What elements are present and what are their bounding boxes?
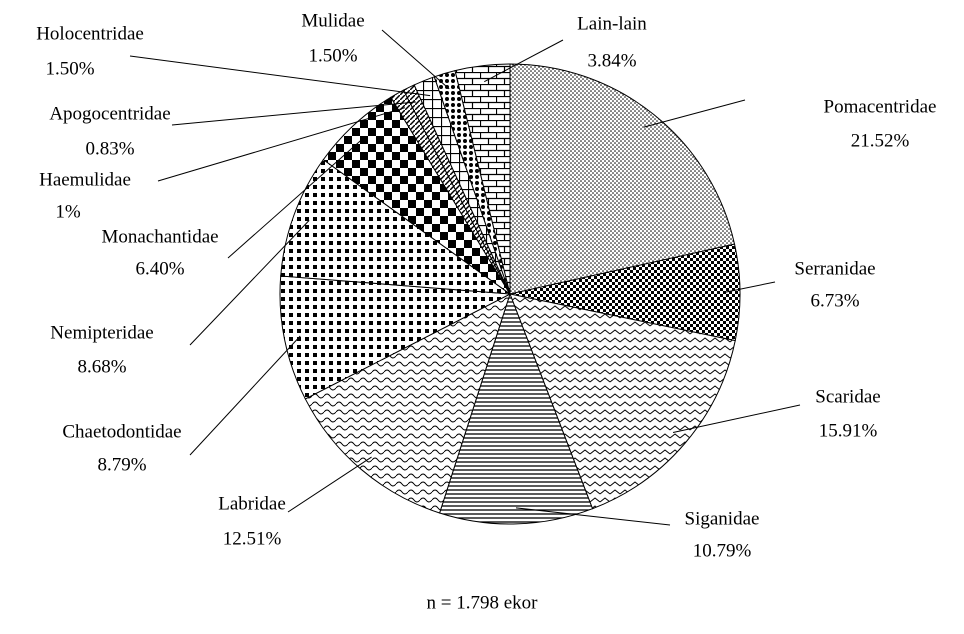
slice-label: Serranidae — [794, 258, 875, 279]
leader-line — [157, 107, 406, 182]
value-label: 1% — [55, 201, 81, 222]
value-label: 21.52% — [851, 130, 910, 151]
pie-slice — [509, 63, 736, 295]
leader-line — [723, 281, 776, 293]
value-label: 3.84% — [587, 50, 636, 71]
leader-line — [171, 101, 416, 126]
pie-slice — [438, 292, 594, 525]
slice-label: Holocentridae — [36, 23, 144, 44]
value-label: 8.68% — [77, 356, 126, 377]
leader-line — [189, 220, 310, 346]
leader-line — [129, 55, 431, 97]
leader-line — [484, 39, 564, 83]
pie-slice — [454, 63, 511, 295]
leader-line — [287, 456, 372, 513]
pie-slice — [280, 158, 512, 295]
note: n = 1.798 ekor — [427, 592, 539, 613]
slice-label: Haemulidae — [39, 169, 131, 190]
slice-label: Labridae — [218, 493, 286, 514]
value-label: 6.40% — [135, 258, 184, 279]
slice-label: Chaetodontidae — [62, 421, 181, 442]
pie-slice — [509, 293, 736, 510]
leader-line — [189, 335, 301, 456]
value-label: 15.91% — [819, 420, 878, 441]
leader-line — [515, 507, 671, 526]
value-label: 10.79% — [693, 540, 752, 561]
value-label: 0.83% — [85, 138, 134, 159]
slice-label: Nemipteridae — [50, 322, 153, 343]
value-label: 1.50% — [308, 45, 357, 66]
slice-label: Lain-lain — [577, 13, 647, 34]
slice-label: Scaridae — [815, 386, 880, 407]
leader-line — [227, 136, 366, 259]
value-label: 8.79% — [97, 454, 146, 475]
value-label: 6.73% — [810, 290, 859, 311]
leader-line — [643, 99, 746, 128]
pie-slice — [279, 275, 512, 400]
slice-label: Pomacentridae — [824, 96, 937, 117]
value-label: 1.50% — [45, 58, 94, 79]
slice-label: Monachantidae — [101, 226, 218, 247]
slice-label: Mulidae — [301, 10, 364, 31]
leader-line — [672, 404, 801, 433]
leader-line — [381, 29, 450, 90]
pie-slice — [304, 293, 511, 514]
slice-label: Siganidae — [685, 508, 760, 529]
slice-label: Apogocentridae — [49, 103, 170, 124]
value-label: 12.51% — [223, 528, 282, 549]
